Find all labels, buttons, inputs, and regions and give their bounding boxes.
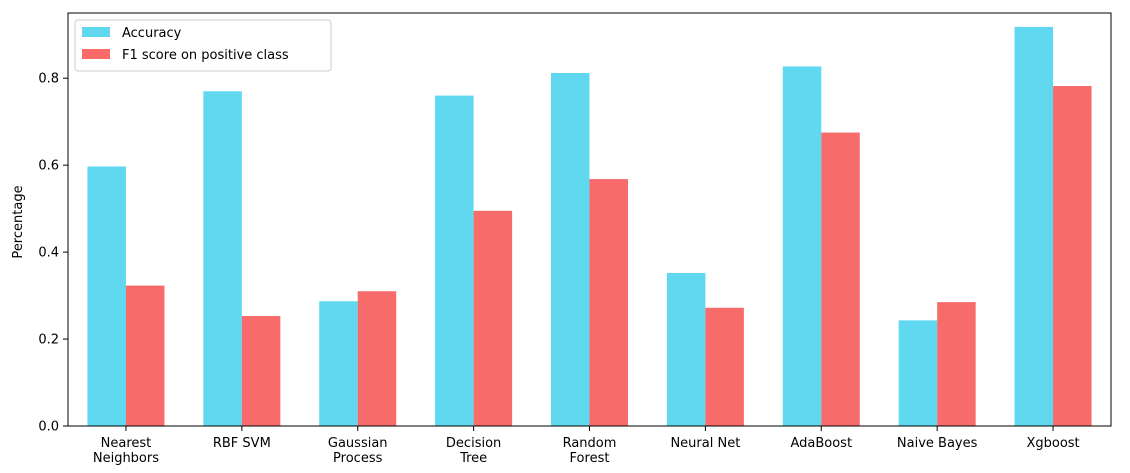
- y-axis-ticks: 0.0 0.2 0.4 0.6 0.8: [38, 72, 68, 435]
- bar-accuracy-7: [898, 320, 938, 426]
- legend-label: F1 score on positive class: [122, 48, 289, 63]
- bar-accuracy-0: [87, 166, 126, 427]
- x-tick-label: Xgboost: [1026, 436, 1079, 451]
- bar-accuracy-3: [435, 95, 474, 426]
- bar-accuracy-4: [551, 72, 590, 426]
- y-tick-label: 0.0: [38, 420, 59, 435]
- bar-f1-4: [589, 179, 628, 426]
- bars-layer: [87, 26, 1092, 427]
- x-tick-label: Gaussian: [328, 436, 388, 451]
- legend-frame: [74, 19, 332, 72]
- x-tick-label: Neighbors: [93, 451, 159, 466]
- bar-f1-6: [821, 132, 860, 427]
- x-tick-label: AdaBoost: [790, 436, 852, 451]
- bar-f1-7: [937, 302, 976, 426]
- bar-accuracy-8: [1014, 26, 1054, 426]
- x-tick-label: Decision: [446, 436, 501, 451]
- x-tick-label: Tree: [459, 451, 487, 466]
- x-tick-label: Random: [563, 436, 617, 451]
- legend-swatch: [82, 27, 110, 37]
- bar-f1-2: [357, 291, 397, 426]
- bar-f1-1: [241, 316, 281, 426]
- y-axis-label: Percentage: [11, 185, 26, 258]
- x-tick-label: Forest: [570, 451, 610, 466]
- bar-accuracy-5: [666, 272, 706, 426]
- legend-swatch: [82, 49, 110, 59]
- bar-accuracy-1: [203, 91, 242, 427]
- y-tick-label: 0.6: [38, 159, 59, 174]
- bar-f1-0: [125, 285, 165, 426]
- x-tick-label: Neural Net: [670, 436, 740, 451]
- bar-f1-5: [705, 307, 744, 426]
- y-tick-label: 0.2: [38, 333, 59, 348]
- y-tick-label: 0.4: [38, 246, 59, 261]
- bar-accuracy-6: [782, 66, 822, 427]
- x-tick-label: Process: [333, 451, 383, 466]
- y-tick-label: 0.8: [38, 72, 59, 87]
- bar-f1-3: [473, 210, 513, 426]
- bar-f1-8: [1053, 86, 1092, 426]
- legend: Accuracy F1 score on positive class: [74, 19, 332, 72]
- bar-accuracy-2: [319, 301, 358, 426]
- legend-label: Accuracy: [122, 26, 182, 41]
- x-tick-label: Nearest: [101, 436, 152, 451]
- x-tick-label: Naive Bayes: [897, 436, 978, 451]
- x-tick-label: RBF SVM: [213, 436, 271, 451]
